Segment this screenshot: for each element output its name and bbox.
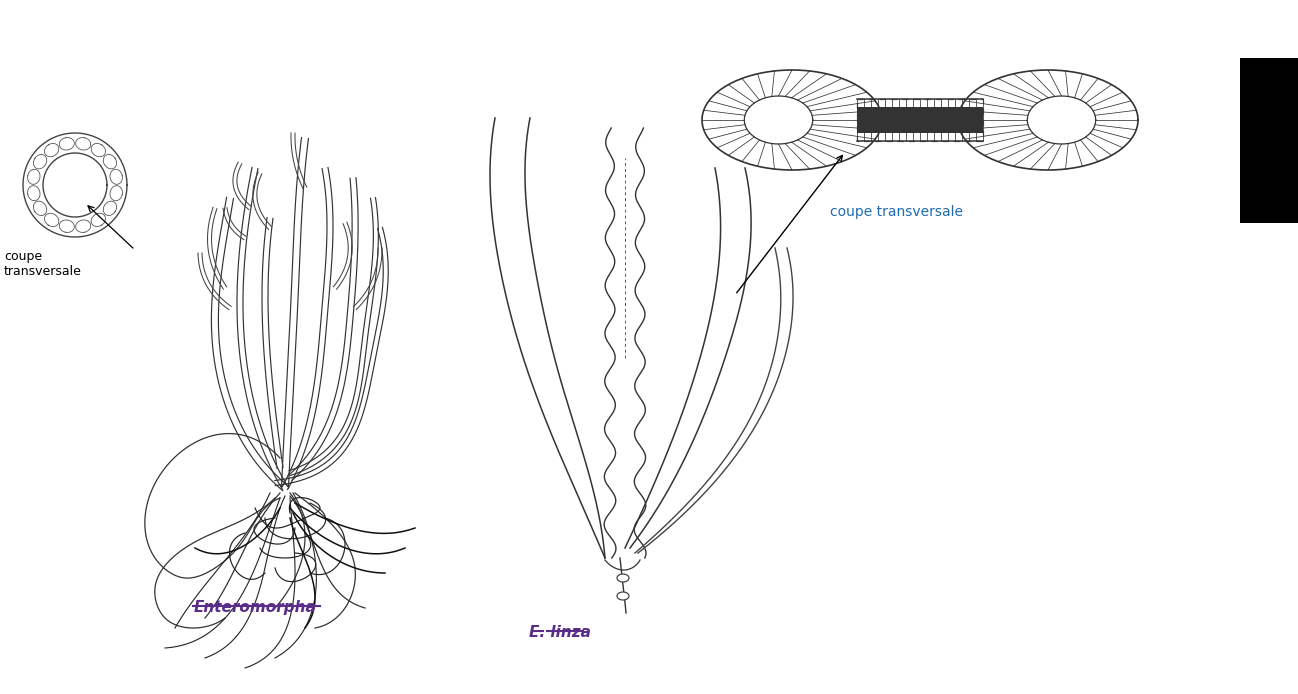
Ellipse shape [617, 574, 630, 582]
Ellipse shape [617, 592, 630, 600]
Polygon shape [857, 108, 983, 133]
Bar [1240, 58, 1298, 223]
Text: Enteromorpha: Enteromorpha [193, 600, 317, 615]
Text: E. linza: E. linza [530, 625, 591, 640]
Text: coupe
transversale: coupe transversale [4, 250, 82, 278]
Bar [857, 99, 983, 141]
Text: coupe transversale: coupe transversale [829, 205, 963, 219]
